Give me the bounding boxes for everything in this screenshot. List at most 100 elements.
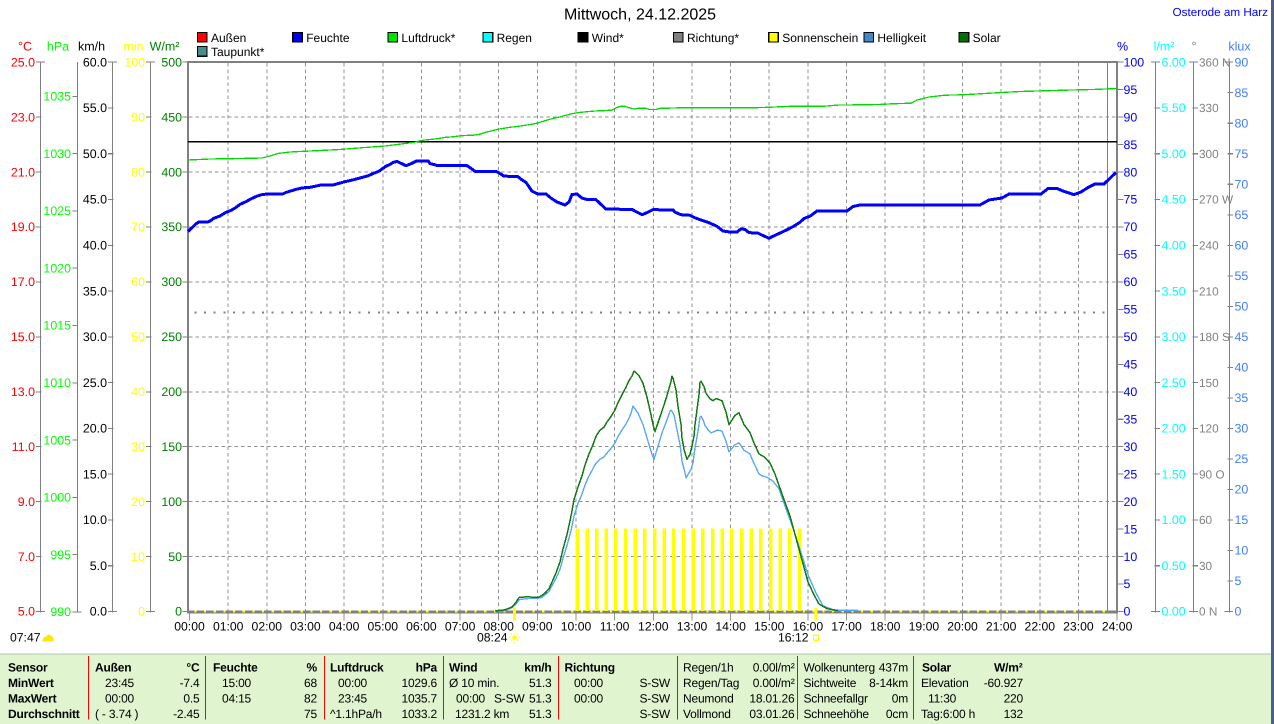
svg-text:25.0: 25.0	[11, 55, 35, 69]
svg-text:MaxWert: MaxWert	[8, 692, 57, 706]
svg-text:15: 15	[1235, 513, 1249, 527]
svg-text:70: 70	[1235, 178, 1249, 192]
svg-text:132: 132	[1004, 707, 1024, 721]
svg-text:11:30: 11:30	[928, 692, 957, 706]
svg-text:25.0: 25.0	[83, 376, 107, 390]
svg-text:1231.2 km: 1231.2 km	[455, 707, 509, 721]
svg-text:S-SW: S-SW	[639, 707, 670, 721]
svg-text:23:00: 23:00	[1063, 620, 1094, 634]
svg-text:02:00: 02:00	[252, 620, 283, 634]
svg-text:0: 0	[1124, 605, 1131, 619]
svg-text:Mittwoch, 24.12.2025: Mittwoch, 24.12.2025	[564, 7, 716, 24]
svg-text:85: 85	[1124, 138, 1138, 152]
svg-text:70: 70	[131, 220, 145, 234]
svg-text:klux: klux	[1228, 40, 1251, 54]
svg-text:3.50: 3.50	[1162, 284, 1186, 298]
svg-text:8-14km: 8-14km	[869, 676, 908, 690]
svg-text:0.50: 0.50	[1162, 559, 1186, 573]
svg-text:17.0: 17.0	[11, 275, 35, 289]
svg-text:360 N: 360 N	[1199, 55, 1230, 69]
svg-text:0.00l/m²: 0.00l/m²	[753, 661, 795, 675]
svg-text:00:00: 00:00	[174, 620, 205, 634]
svg-text:20: 20	[1124, 495, 1138, 509]
svg-text:0m: 0m	[892, 692, 908, 706]
svg-text:S-SW: S-SW	[494, 692, 525, 706]
svg-text:15.0: 15.0	[83, 467, 107, 481]
svg-text:50: 50	[131, 330, 145, 344]
svg-text:20: 20	[1235, 483, 1249, 497]
svg-text:30: 30	[1199, 559, 1213, 573]
svg-text:Wind*: Wind*	[592, 31, 624, 45]
svg-text:07:47: 07:47	[10, 631, 41, 645]
svg-text:35: 35	[1235, 391, 1249, 405]
svg-text:19:00: 19:00	[909, 620, 940, 634]
svg-text:15:00: 15:00	[222, 676, 252, 690]
svg-text:%: %	[307, 661, 318, 675]
svg-text:MinWert: MinWert	[8, 676, 54, 690]
svg-text:5.50: 5.50	[1162, 101, 1186, 115]
svg-text:5: 5	[1124, 577, 1131, 591]
svg-text:hPa: hPa	[47, 40, 69, 54]
svg-text:300: 300	[1199, 147, 1219, 161]
svg-text:4.50: 4.50	[1162, 193, 1186, 207]
svg-text:5.0: 5.0	[18, 605, 35, 619]
svg-text:1.50: 1.50	[1162, 467, 1186, 481]
svg-text:Richtung*: Richtung*	[687, 31, 739, 45]
svg-text:30: 30	[1124, 440, 1138, 454]
svg-text:08:24: 08:24	[477, 631, 508, 645]
svg-text:80: 80	[1235, 116, 1249, 130]
svg-text:00:00: 00:00	[105, 692, 135, 706]
svg-text:10: 10	[1124, 550, 1138, 564]
svg-text:68: 68	[304, 676, 317, 690]
svg-text:50: 50	[1235, 300, 1249, 314]
svg-text:51.3: 51.3	[529, 692, 552, 706]
svg-text:1020: 1020	[43, 261, 71, 275]
svg-text:Sensor: Sensor	[8, 661, 48, 675]
svg-text:00:00: 00:00	[574, 676, 604, 690]
svg-text:Richtung: Richtung	[565, 661, 615, 675]
svg-text:km/h: km/h	[524, 661, 551, 675]
svg-text:1035: 1035	[43, 90, 71, 104]
svg-text:Sonnenschein: Sonnenschein	[782, 31, 858, 45]
svg-text:1025: 1025	[43, 204, 71, 218]
svg-text:Feuchte: Feuchte	[306, 31, 350, 45]
svg-text:270 W: 270 W	[1199, 193, 1234, 207]
svg-text:S-SW: S-SW	[639, 676, 670, 690]
svg-text:°: °	[1192, 40, 1197, 54]
svg-text:25: 25	[1124, 467, 1138, 481]
svg-text:30.0: 30.0	[83, 330, 107, 344]
svg-text:S-SW: S-SW	[639, 692, 670, 706]
svg-text:9.0: 9.0	[18, 495, 35, 509]
svg-text:20: 20	[131, 495, 145, 509]
svg-text:150: 150	[161, 440, 182, 454]
svg-text:210: 210	[1199, 284, 1219, 298]
svg-text:Luftdruck*: Luftdruck*	[401, 31, 455, 45]
svg-text:75: 75	[304, 707, 317, 721]
svg-text:06:00: 06:00	[406, 620, 437, 634]
svg-text:4.00: 4.00	[1162, 239, 1186, 253]
svg-text:00:00: 00:00	[574, 692, 604, 706]
svg-text:20.0: 20.0	[83, 422, 107, 436]
svg-text:W/m²: W/m²	[150, 40, 180, 54]
svg-text:80: 80	[1124, 165, 1138, 179]
svg-text:-60.927: -60.927	[984, 676, 1024, 690]
svg-text:55.0: 55.0	[83, 101, 107, 115]
svg-text:0.5: 0.5	[183, 692, 200, 706]
svg-text:16:00: 16:00	[793, 620, 824, 634]
svg-text:03.01.26: 03.01.26	[749, 707, 795, 721]
svg-text:240: 240	[1199, 239, 1219, 253]
svg-text:°C: °C	[186, 661, 200, 675]
svg-text:70: 70	[1124, 220, 1138, 234]
svg-text:01:00: 01:00	[213, 620, 244, 634]
svg-text:40.0: 40.0	[83, 239, 107, 253]
svg-text:hPa: hPa	[416, 661, 438, 675]
svg-text:450: 450	[161, 110, 182, 124]
svg-text:13.0: 13.0	[11, 385, 35, 399]
svg-text:7.0: 7.0	[18, 550, 35, 564]
svg-text:00:00: 00:00	[456, 692, 486, 706]
svg-text:65: 65	[1235, 208, 1249, 222]
svg-text:40: 40	[1235, 361, 1249, 375]
svg-text:22:00: 22:00	[1025, 620, 1056, 634]
svg-text:51.3: 51.3	[529, 707, 552, 721]
svg-text:10: 10	[131, 550, 145, 564]
